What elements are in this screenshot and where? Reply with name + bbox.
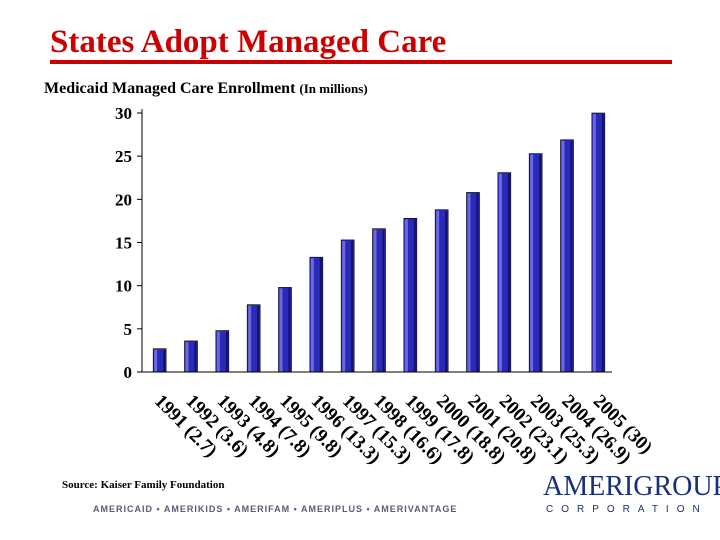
y-tick-label: 30: [115, 104, 132, 123]
y-tick-label: 10: [115, 277, 132, 296]
y-tick-label: 20: [115, 190, 132, 209]
bar-shadow: [382, 229, 385, 372]
y-tick-label: 5: [124, 320, 133, 339]
bar-shadow: [194, 341, 197, 372]
bar-highlight: [154, 349, 158, 372]
bar-highlight: [467, 193, 471, 372]
amerigroup-logo: AMERIGROUP® CORPORATION: [543, 472, 720, 516]
chart-units: (In millions): [299, 81, 368, 96]
chart-subtitle: Medicaid Managed Care Enrollment (In mil…: [44, 80, 368, 98]
y-tick-label: 15: [115, 234, 132, 253]
bar-highlight: [561, 140, 565, 372]
bar-shadow: [413, 219, 416, 372]
bar-shadow: [225, 331, 228, 372]
bar-highlight: [498, 173, 502, 372]
bar-highlight: [530, 154, 534, 372]
bar-shadow: [539, 154, 542, 372]
bar-highlight: [279, 288, 283, 372]
bar-shadow: [257, 305, 260, 372]
bar-highlight: [373, 229, 377, 372]
bar-highlight: [216, 331, 220, 372]
source-note: Source: Kaiser Family Foundation: [62, 479, 225, 491]
bar-highlight: [248, 305, 252, 372]
bar-shadow: [163, 349, 166, 372]
bar-shadow: [288, 288, 291, 372]
bar-shadow: [601, 114, 604, 372]
chart-title: Medicaid Managed Care Enrollment: [44, 80, 296, 97]
bar-shadow: [570, 140, 573, 372]
page-title: States Adopt Managed Care: [50, 24, 447, 60]
title-underline: [50, 60, 672, 64]
brand-list: AMERICAID • AMERIKIDS • AMERIFAM • AMERI…: [93, 504, 458, 514]
bar-highlight: [342, 240, 346, 372]
y-tick-label: 0: [124, 363, 133, 382]
bar-shadow: [445, 210, 448, 372]
bar-highlight: [592, 114, 596, 372]
bar-highlight: [436, 210, 440, 372]
logo-wordmark: AMERIGROUP®: [543, 471, 720, 502]
bar-highlight: [404, 219, 408, 372]
bar-highlight: [185, 341, 189, 372]
bar-shadow: [351, 240, 354, 372]
bar-shadow: [476, 193, 479, 372]
bar-highlight: [310, 258, 314, 372]
logo-subtitle: CORPORATION: [546, 504, 708, 515]
y-tick-label: 25: [115, 147, 132, 166]
bar-shadow: [507, 173, 510, 372]
bar-shadow: [319, 258, 322, 372]
